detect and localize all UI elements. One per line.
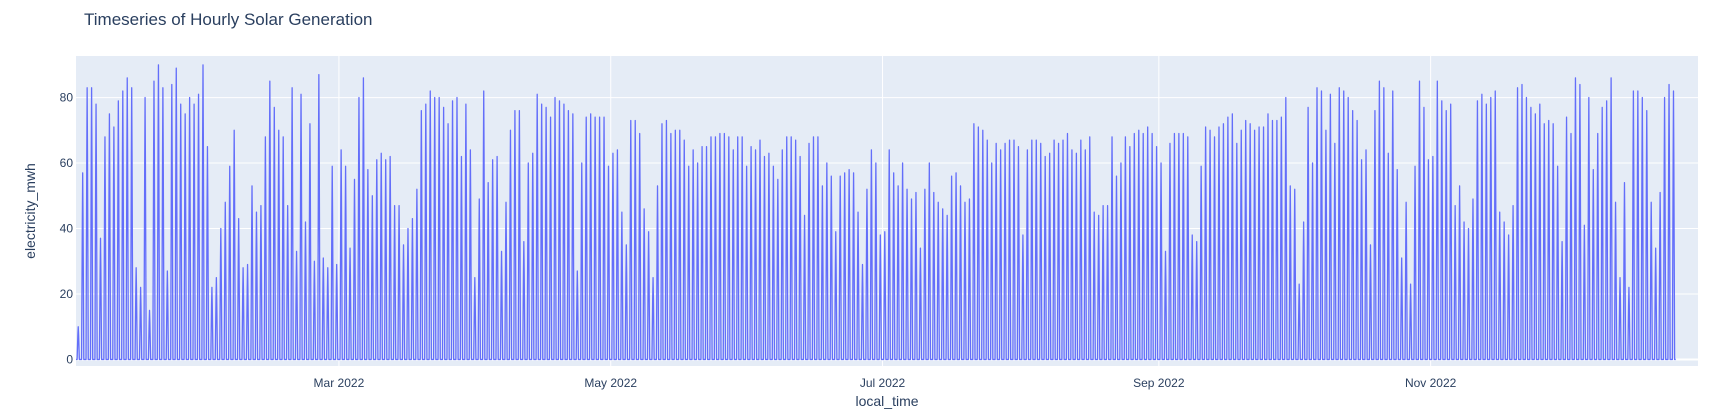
- chart-title: Timeseries of Hourly Solar Generation: [84, 10, 373, 29]
- series-line: [76, 64, 1676, 361]
- x-tick-label: May 2022: [584, 376, 637, 390]
- x-tick-label: Sep 2022: [1133, 376, 1185, 390]
- x-tick-label: Jul 2022: [860, 376, 906, 390]
- y-tick-label: 20: [60, 287, 74, 301]
- x-axis-title: local_time: [855, 393, 918, 409]
- x-tick-label: Nov 2022: [1405, 376, 1457, 390]
- y-tick-label: 0: [66, 352, 73, 366]
- y-tick-label: 40: [60, 222, 74, 236]
- tick-labels: 0 20 40 60 80 Mar 2022 May 2022 Jul 2022 Sep 202…: [60, 91, 1457, 390]
- y-tick-label: 80: [60, 91, 74, 105]
- series-layer: [76, 64, 1676, 361]
- y-axis-title: electricity_mwh: [22, 163, 38, 259]
- x-tick-label: Mar 2022: [314, 376, 365, 390]
- y-tick-label: 60: [60, 156, 74, 170]
